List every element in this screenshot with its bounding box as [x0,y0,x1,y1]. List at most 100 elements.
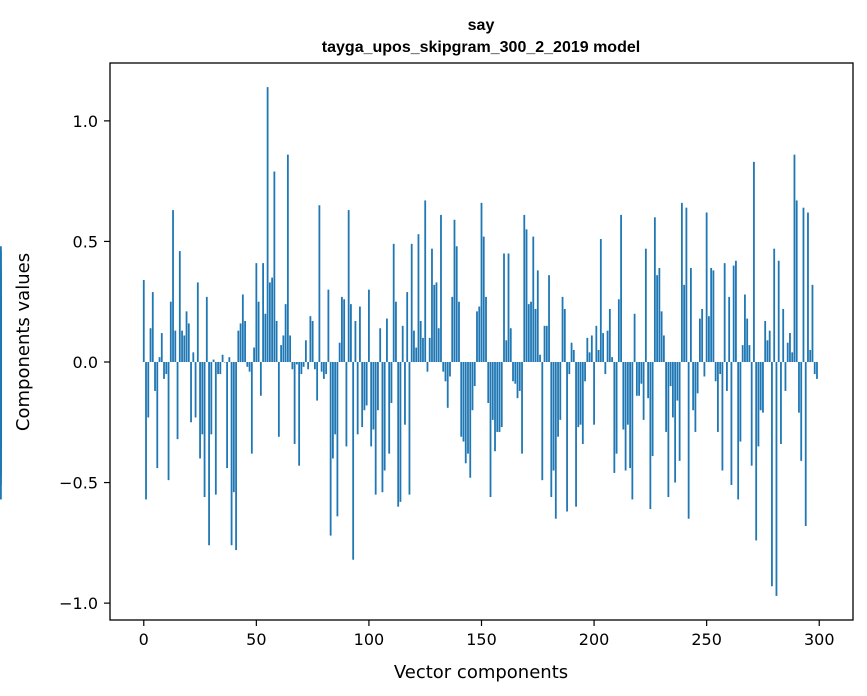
bar-185 [559,362,562,420]
bar-24 [196,282,199,362]
bar-106 [381,362,384,493]
bar-1 [145,362,147,500]
bar-242 [687,362,690,519]
bar-73 [307,362,310,370]
y-tick-label: 0.0 [73,353,98,372]
bar-45 [244,321,246,362]
bar-232 [665,362,668,432]
bar-170 [525,229,528,362]
bar-118 [408,362,411,495]
bar-32 [214,362,217,495]
bar-90 [345,362,348,447]
bar-259 [726,362,728,391]
bar-276 [764,321,767,362]
bar-254 [714,362,717,382]
bar-222 [642,362,645,420]
plot-frame [109,62,854,621]
bar-16 [178,251,181,362]
bar-162 [507,253,510,362]
bar-261 [730,362,733,485]
bar-111 [392,243,395,362]
bar-283 [780,362,782,444]
bar-57 [271,277,274,362]
bar-181 [550,362,553,498]
bar-130 [435,282,438,362]
bar-284 [782,308,785,362]
bar-61 [280,345,283,362]
bar-135 [446,362,449,408]
y-tick-label: 1.0 [73,112,98,131]
bar-248 [701,308,704,362]
bar-214 [624,362,627,471]
bar-46 [246,362,249,367]
bar-75 [311,321,314,362]
bar-204 [602,333,604,362]
bar-117 [406,292,409,362]
bar-229 [658,267,661,362]
bar-184 [557,362,559,437]
bar-155 [491,362,494,420]
bar-189 [568,362,571,375]
bar-249 [703,362,706,377]
y-tick-label: −1.0 [59,594,98,613]
bar-210 [615,362,618,454]
bar-88 [341,296,343,362]
bar-289 [793,154,796,362]
bar-152 [485,296,487,362]
bar-270 [750,362,753,466]
bar-212 [620,214,622,362]
bar-66 [291,362,294,370]
bar-244 [692,362,695,411]
bar-150 [480,202,483,362]
bar-49 [253,347,255,362]
bar-131 [437,328,440,362]
bar-156 [494,362,496,452]
bar-201 [595,325,598,362]
bar-233 [667,362,670,498]
bar-281 [775,362,778,596]
bar-58 [273,171,276,362]
bar-83 [329,362,332,536]
bar-50 [255,263,258,362]
bar-266 [741,345,744,362]
bar-234 [669,362,672,387]
x-tick-label: 200 [579,630,610,649]
bar-18 [183,335,186,362]
bar-198 [588,352,591,362]
bar-81 [325,362,328,375]
bar-192 [575,362,577,507]
bar-226 [651,362,654,457]
bar-11 [167,362,170,481]
bar-0 [142,280,145,362]
bar-121 [415,347,418,362]
bar-42 [237,330,240,362]
bar-139 [455,246,458,362]
bar-15 [176,362,179,440]
bar-295 [807,212,809,362]
bar-252 [710,267,713,362]
bar-34 [219,362,222,375]
bar-70 [300,362,303,375]
bar-247 [699,318,701,362]
bar-180 [548,275,550,362]
bar-93 [352,362,355,560]
bar-158 [498,362,501,432]
bar-231 [662,335,665,362]
bar-132 [440,214,442,362]
bar-282 [777,260,780,362]
bar-48 [250,362,253,454]
bar-260 [728,296,731,362]
bar-255 [717,362,719,432]
bar-213 [622,362,625,430]
bar-286 [786,342,789,362]
bar-100 [368,289,370,362]
bar-235 [671,362,674,418]
bar-65 [289,335,292,362]
bar-80 [322,362,325,379]
bar-114 [399,362,402,502]
bar-92 [350,304,352,362]
bar-200 [593,362,595,425]
bar-160 [503,253,505,362]
bar-245 [694,362,697,432]
bar-173 [532,236,535,362]
